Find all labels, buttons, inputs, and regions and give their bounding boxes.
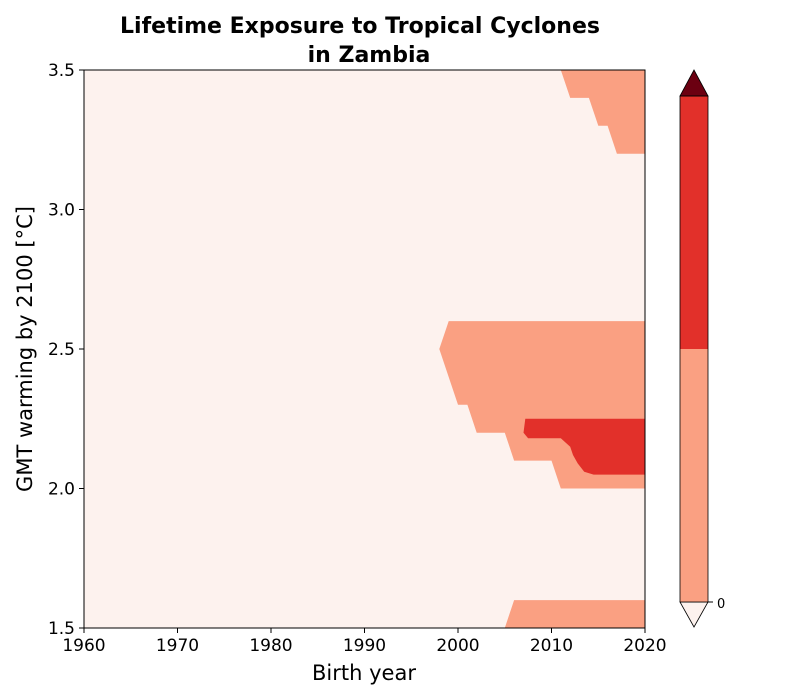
region-level-1-top — [560, 70, 645, 154]
x-tick-label: 1990 — [343, 636, 386, 656]
colorbar-segment-2 — [680, 96, 708, 349]
chart-title-line2: in Zambia — [308, 43, 431, 68]
colorbar-segment-1 — [680, 349, 708, 602]
x-axis-label: Birth year — [312, 661, 416, 685]
colorbar-frame — [679, 95, 709, 603]
x-axis-ticks: 1960 1970 1980 1990 2000 2010 2020 — [62, 628, 667, 656]
colorbar: 0 — [679, 69, 725, 628]
x-tick-label: 2020 — [623, 636, 666, 656]
y-tick-label: 2.5 — [48, 340, 75, 360]
colorbar-tick-label: 0 — [717, 597, 725, 612]
colorbar-upper-extend — [679, 69, 709, 97]
y-axis-label: GMT warming by 2100 [°C] — [13, 206, 37, 492]
y-tick-label: 2.0 — [48, 480, 75, 500]
colorbar-lower-extend — [679, 601, 709, 628]
region-level-2-core — [523, 418, 645, 475]
x-tick-label: 1980 — [249, 636, 292, 656]
x-tick-label: 1960 — [62, 636, 105, 656]
y-tick-label: 1.5 — [48, 619, 75, 639]
y-tick-label: 3.0 — [48, 201, 75, 221]
chart-title-line1: Lifetime Exposure to Tropical Cyclones — [120, 14, 600, 39]
x-tick-label: 1970 — [156, 636, 199, 656]
contour-regions — [439, 70, 645, 628]
x-tick-label: 2000 — [436, 636, 479, 656]
y-axis-ticks: 1.5 2.0 2.5 3.0 3.5 — [48, 61, 84, 639]
y-tick-label: 3.5 — [48, 61, 75, 81]
plot-area — [83, 69, 646, 629]
x-tick-label: 2010 — [530, 636, 573, 656]
region-level-1-bottom — [504, 600, 645, 628]
